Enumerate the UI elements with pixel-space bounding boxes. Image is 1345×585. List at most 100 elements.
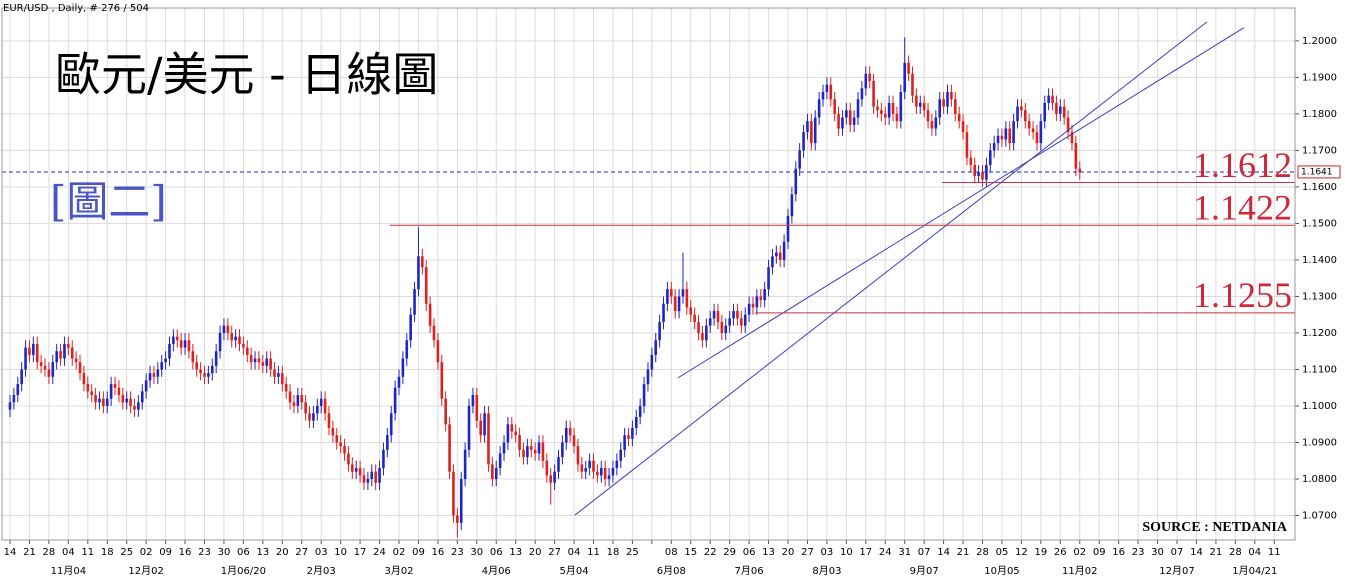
annotation: 1.1255 — [1193, 275, 1292, 315]
candle-body — [759, 296, 763, 301]
candle-body — [105, 398, 109, 406]
candle-body — [354, 468, 358, 472]
candle-body — [1023, 110, 1027, 122]
candle-body — [494, 468, 498, 480]
x-tick-label: 30 — [470, 547, 483, 558]
x-tick-label: 21 — [23, 547, 36, 558]
candle-body — [452, 471, 455, 516]
candle-body — [969, 157, 973, 166]
x-tick-label: 20 — [529, 547, 542, 558]
x-tick-label: 21 — [1210, 547, 1223, 558]
candle-body — [685, 289, 689, 308]
x-month-label: 6月08 — [657, 565, 686, 577]
candle-body — [895, 113, 899, 122]
x-month-label: 8月03 — [812, 565, 841, 577]
candle-body — [39, 362, 43, 366]
candle-body — [891, 102, 895, 114]
candle-body — [148, 373, 152, 381]
candle-body — [607, 475, 611, 480]
x-tick-label: 02 — [1073, 547, 1086, 558]
candle-body — [1020, 106, 1023, 111]
candle-body — [650, 354, 654, 370]
candle-body — [740, 318, 743, 326]
candle-body — [775, 252, 778, 257]
candle-body — [938, 99, 942, 118]
candle-body — [1047, 95, 1050, 103]
candle-body — [436, 340, 440, 363]
candle-body — [397, 376, 401, 388]
overlay — [2, 21, 1295, 516]
candle-body — [366, 479, 370, 483]
x-month-label: 10月05 — [984, 565, 1019, 577]
candle-body — [806, 121, 809, 133]
candle-body — [841, 117, 844, 129]
candle-body — [409, 314, 412, 341]
candle-body — [245, 347, 249, 355]
x-tick-label: 23 — [198, 547, 211, 558]
x-tick-label: 27 — [295, 547, 308, 558]
last-price-box — [1297, 165, 1341, 179]
candle-body — [778, 252, 782, 260]
candle-body — [588, 460, 591, 469]
candle-body — [623, 435, 626, 450]
candle-body — [880, 110, 883, 114]
candle-body — [265, 358, 269, 366]
candle-body — [965, 132, 969, 158]
x-month-label: 4月06 — [482, 565, 511, 577]
x-tick-label: 07 — [1171, 547, 1184, 558]
candle-body — [693, 314, 696, 323]
x-tick-label: 11 — [587, 547, 600, 558]
candle-body — [619, 449, 623, 461]
y-tick-label: 1.1900 — [1302, 72, 1337, 83]
y-tick-label: 1.1500 — [1302, 218, 1337, 229]
candle-body — [393, 387, 397, 414]
candle-body — [331, 427, 335, 436]
x-tick-label: 31 — [898, 547, 911, 558]
candle-body — [413, 289, 416, 315]
candle-body — [432, 325, 436, 341]
candle-body — [401, 358, 405, 377]
candle-body — [751, 303, 755, 308]
x-tick-label: 15 — [684, 547, 697, 558]
candle-body — [51, 362, 55, 377]
candle-body — [389, 413, 393, 436]
last-price-label: 1.1641 — [1301, 167, 1333, 177]
candle-body — [1078, 168, 1082, 173]
candle-body — [117, 387, 121, 396]
x-tick-label: 28 — [1229, 547, 1242, 558]
candle-body — [611, 468, 615, 476]
candle-body — [288, 391, 292, 403]
candle-body — [133, 405, 136, 410]
candle-body — [421, 256, 424, 268]
x-tick-label: 14 — [1190, 547, 1203, 558]
candle-body — [203, 373, 206, 377]
candle-body — [1031, 128, 1035, 133]
candle-body — [845, 110, 848, 118]
candle-body — [961, 121, 965, 133]
candle-body — [790, 194, 794, 217]
candle-body — [1059, 106, 1062, 114]
y-tick-label: 1.1000 — [1302, 401, 1337, 412]
x-tick-label: 10 — [334, 547, 347, 558]
candle-body — [701, 332, 704, 341]
candle-body — [370, 471, 374, 480]
candle-body — [269, 358, 272, 370]
x-month-label: 12月07 — [1159, 565, 1194, 577]
candle-body — [175, 336, 179, 341]
candle-body — [238, 336, 241, 344]
candle-body — [716, 311, 720, 323]
candle-body — [483, 413, 486, 436]
candle-body — [109, 384, 113, 399]
candle-body — [868, 73, 871, 82]
candle-body — [673, 296, 677, 312]
candle-body — [1070, 132, 1074, 144]
candle-body — [102, 398, 105, 406]
candle-body — [43, 365, 47, 370]
candle-body — [284, 384, 288, 392]
x-tick-label: 04 — [568, 547, 581, 558]
candle-body — [28, 347, 31, 355]
candle-body — [195, 362, 199, 370]
candle-body — [1012, 121, 1015, 144]
x-tick-label: 21 — [957, 547, 970, 558]
candle-body — [755, 296, 759, 308]
